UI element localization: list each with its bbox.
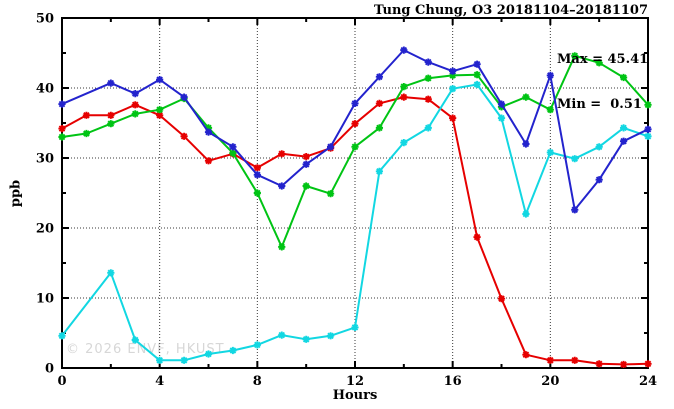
y-tick-label: 30 bbox=[36, 152, 54, 167]
x-tick-label: 0 bbox=[57, 374, 66, 389]
min-annotation: Min = 0.51 bbox=[557, 97, 642, 112]
x-tick-label: 8 bbox=[253, 374, 262, 389]
y-tick-label: 20 bbox=[36, 222, 54, 237]
series-blue-markers bbox=[58, 46, 652, 214]
tick-labels: 0 4 8 12 16 20 24 0 10 20 30 40 50 bbox=[36, 12, 657, 390]
y-tick-label: 40 bbox=[36, 82, 54, 97]
x-tick-label: 24 bbox=[639, 374, 657, 389]
x-tick-label: 16 bbox=[444, 374, 462, 389]
x-axis-label: Hours bbox=[332, 388, 378, 403]
axis-ticks bbox=[61, 17, 649, 369]
max-annotation: Max = 45.41 bbox=[557, 52, 649, 67]
max-min-annotation: Max = 45.41 Min = 0.51 bbox=[557, 22, 648, 142]
x-tick-label: 20 bbox=[541, 374, 559, 389]
watermark: © 2026 ENVF, HKUST bbox=[66, 342, 225, 357]
x-tick-label: 4 bbox=[155, 374, 164, 389]
series-cyan bbox=[58, 80, 652, 364]
x-tick-label: 12 bbox=[346, 374, 364, 389]
chart-title: Tung Chung, O3 20181104–20181107 bbox=[374, 3, 648, 18]
y-tick-label: 50 bbox=[36, 12, 54, 27]
y-axis-label: ppb bbox=[8, 179, 24, 208]
y-tick-label: 10 bbox=[36, 292, 54, 307]
series-cyan-markers bbox=[58, 80, 652, 364]
y-tick-label: 0 bbox=[45, 362, 54, 377]
series-blue bbox=[58, 46, 652, 214]
